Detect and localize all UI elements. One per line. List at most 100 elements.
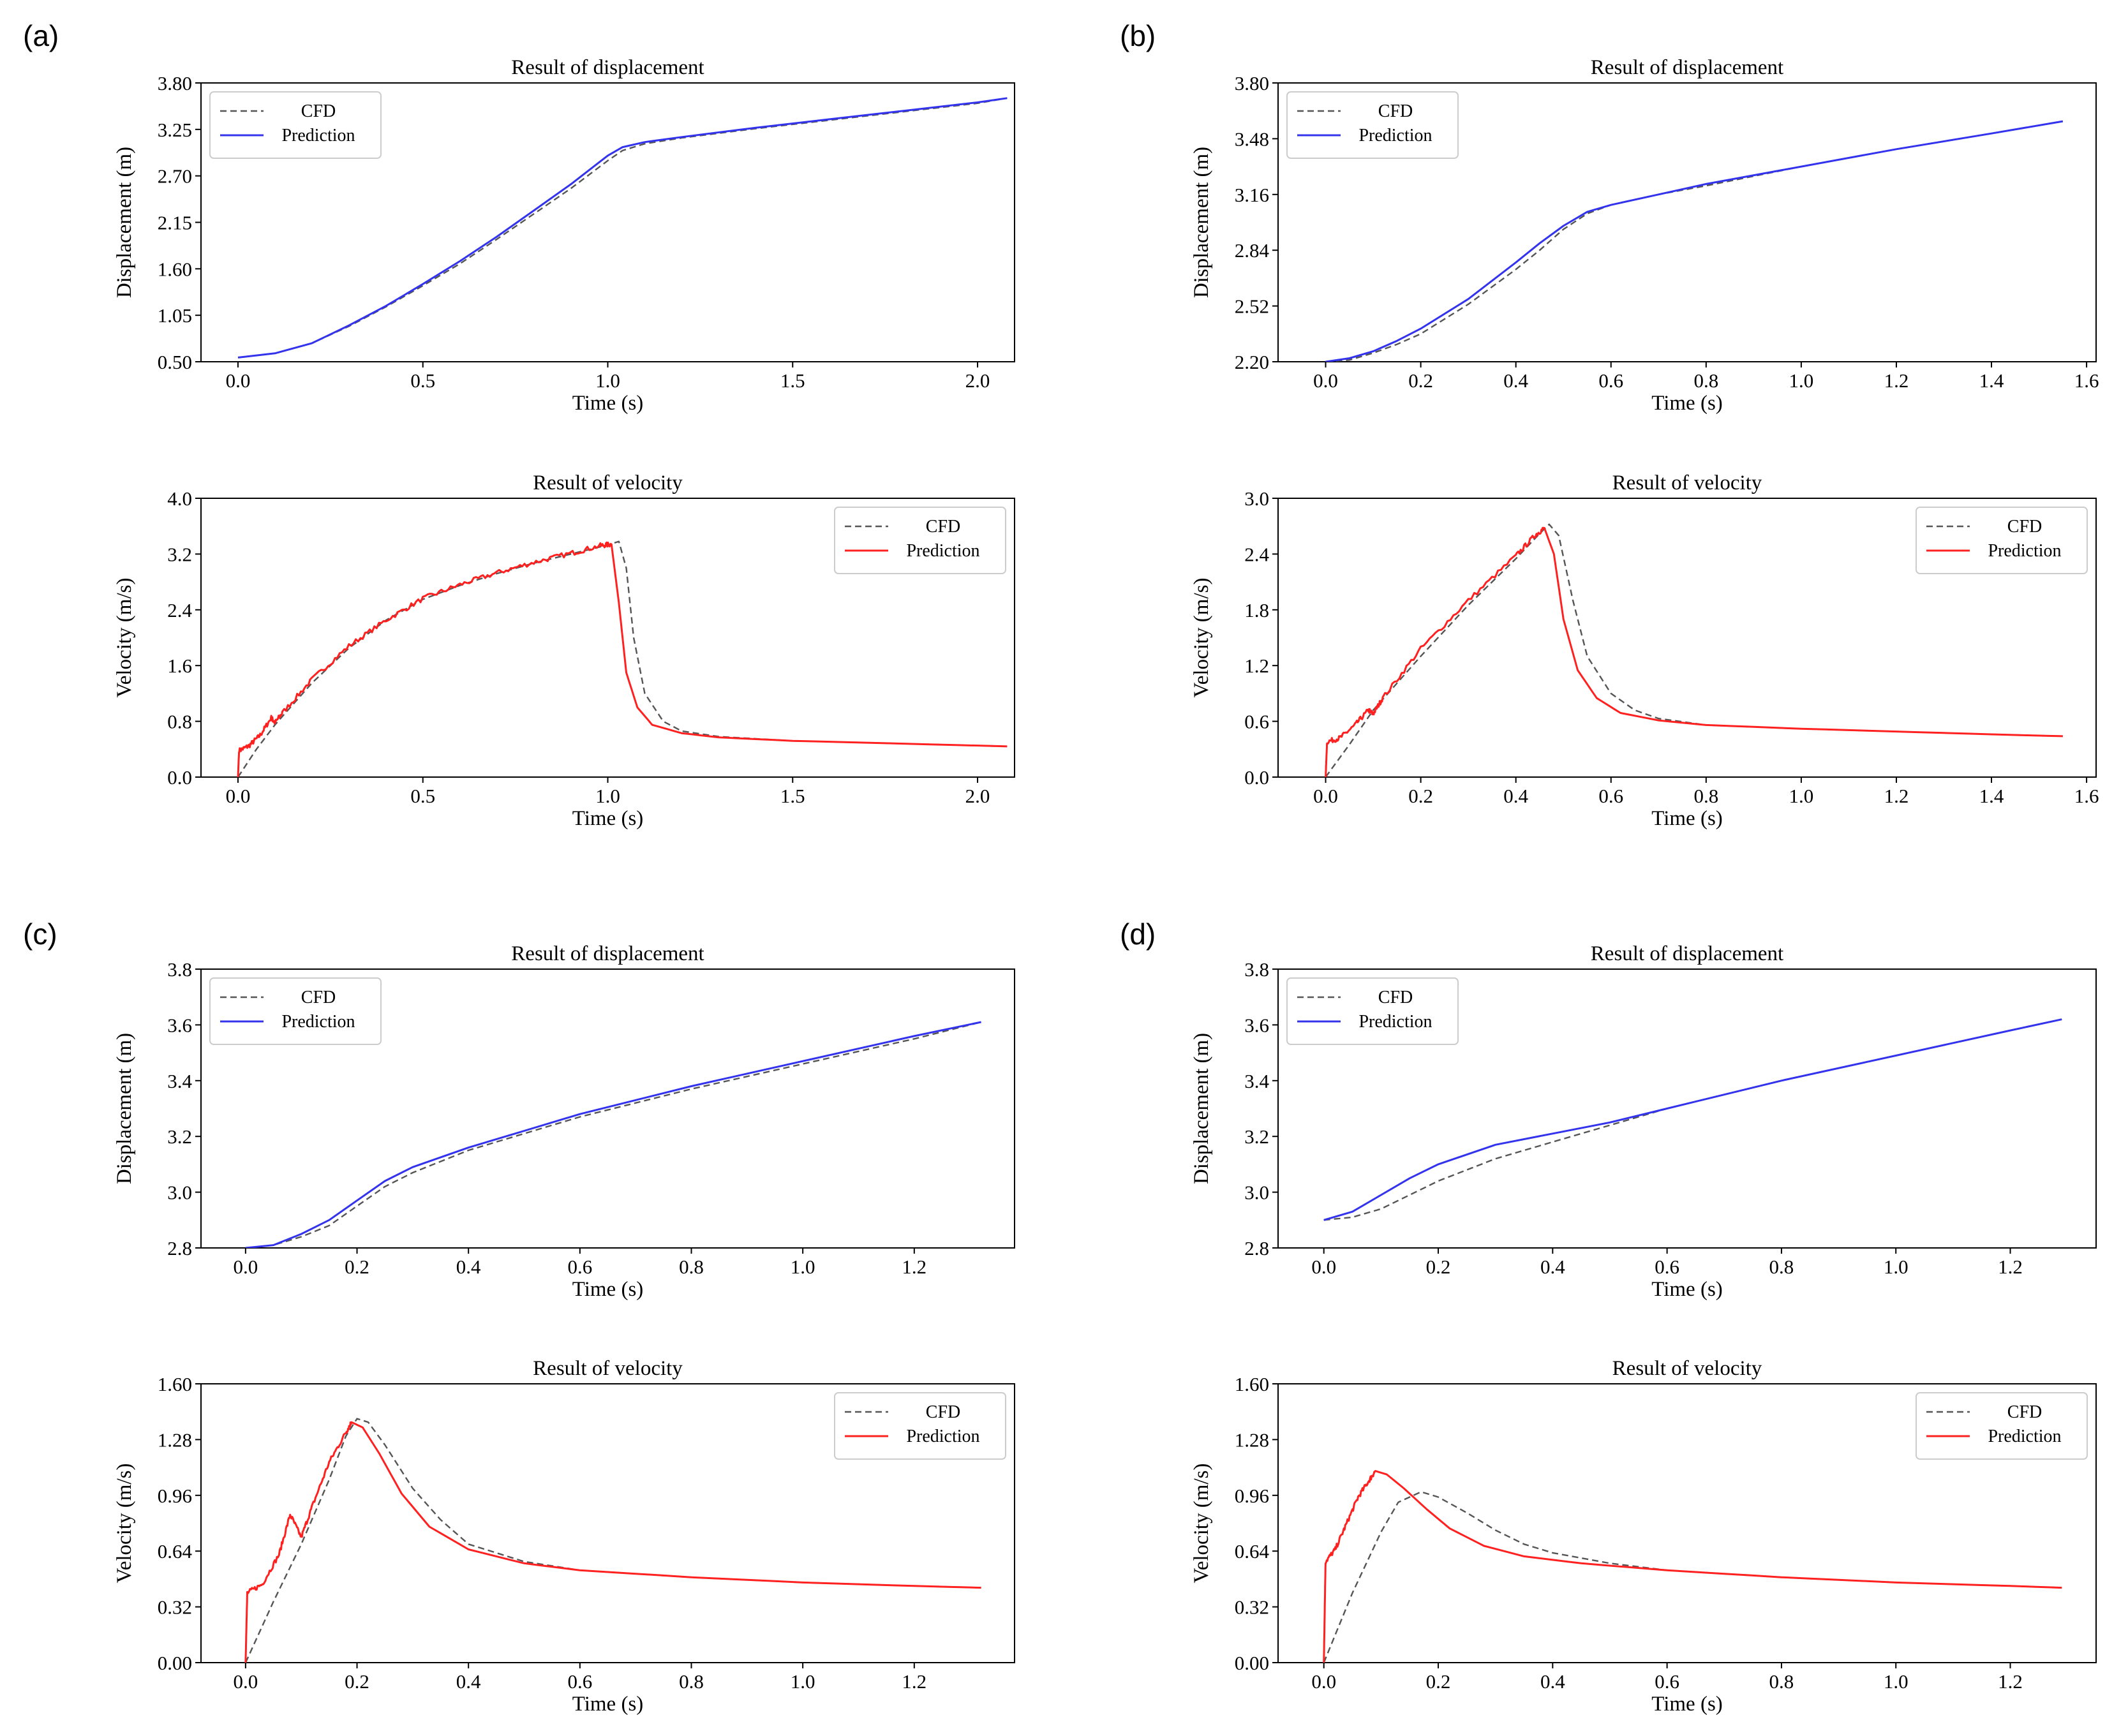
y-tick-label: 2.20 (1235, 351, 1269, 373)
chart-velocity-3: Result of velocity 0.0 0.2 0.4 0.6 0.8 1.0 1.2 0… (1190, 1357, 2097, 1716)
legend-label-cfd: CFD (301, 988, 336, 1007)
y-tick-label: 3.6 (167, 1014, 192, 1036)
x-tick-label: 2.0 (965, 785, 990, 807)
legend: CFD Prediction (209, 977, 382, 1045)
legend-box (834, 1392, 1006, 1460)
chart-title: Result of velocity (1612, 1357, 1762, 1380)
chart-displacement-0: Result of displacement 0.0 0.5 1.0 1.5 2.0 0.5… (113, 56, 1015, 415)
y-tick-label: 0.0 (167, 766, 192, 789)
y-axis-label: Displacement (m) (1190, 1033, 1213, 1184)
x-tick-label: 1.0 (791, 1256, 815, 1278)
x-tick-label: 1.2 (1998, 1256, 2023, 1278)
x-tick-label: 1.2 (902, 1670, 926, 1693)
x-tick-label: 1.2 (1884, 369, 1909, 392)
chart-title: Result of displacement (1591, 942, 1783, 965)
series-line-prediction (237, 97, 1008, 359)
series-line-prediction (237, 541, 1008, 777)
y-tick-label: 2.52 (1235, 295, 1269, 318)
y-tick-label: 2.84 (1235, 239, 1270, 262)
legend-label-cfd: CFD (301, 101, 336, 121)
x-tick-label: 0.6 (567, 1670, 592, 1693)
chart-velocity-2: Result of velocity 0.0 0.2 0.4 0.6 0.8 1.0 1.2 0… (113, 1357, 1015, 1716)
x-tick-label: 0.8 (1693, 369, 1718, 392)
series-line-cfd (237, 540, 1008, 777)
legend-box (834, 507, 1006, 574)
y-tick-label: 2.8 (167, 1237, 192, 1259)
chart-title: Result of velocity (1612, 471, 1762, 494)
x-tick-label: 0.5 (410, 785, 435, 807)
y-tick-label: 0.64 (1235, 1540, 1270, 1562)
y-tick-label: 1.05 (158, 304, 192, 327)
y-tick-label: 0.32 (1235, 1596, 1269, 1619)
x-tick-label: 0.0 (233, 1256, 258, 1278)
legend: CFD Prediction (834, 507, 1006, 574)
y-tick-label: 3.0 (1244, 487, 1269, 510)
y-tick-label: 3.6 (1244, 1014, 1269, 1036)
y-tick-label: 1.2 (1244, 655, 1269, 677)
y-axis-label: Displacement (m) (113, 147, 136, 298)
x-tick-label: 1.0 (1884, 1670, 1909, 1693)
y-tick-label: 0.96 (1235, 1485, 1269, 1507)
x-tick-label: 0.0 (1311, 1670, 1336, 1693)
legend-label-cfd: CFD (1378, 988, 1413, 1007)
plot-frame (200, 1383, 1015, 1663)
x-tick-label: 0.0 (1313, 369, 1338, 392)
x-tick-label: 1.4 (1979, 369, 2004, 392)
x-axis-label: Time (s) (572, 1693, 644, 1716)
x-tick-label: 1.5 (780, 785, 805, 807)
series-line-prediction (244, 1421, 981, 1663)
panel-label: (a) (23, 19, 59, 52)
y-axis-label: Displacement (m) (113, 1033, 136, 1184)
series-line-cfd (245, 1021, 981, 1248)
y-tick-label: 3.8 (167, 958, 192, 981)
x-tick-label: 2.0 (965, 369, 990, 392)
x-tick-label: 1.6 (2074, 369, 2099, 392)
series-line-cfd (1323, 1491, 2062, 1663)
legend-label-cfd: CFD (926, 517, 960, 537)
y-tick-label: 0.00 (1235, 1652, 1269, 1674)
x-tick-label: 0.5 (410, 369, 435, 392)
y-tick-label: 3.0 (167, 1182, 192, 1204)
legend: CFD Prediction (834, 1392, 1006, 1460)
y-tick-label: 0.32 (158, 1596, 192, 1619)
legend: CFD Prediction (209, 91, 382, 159)
x-tick-label: 0.8 (1769, 1256, 1794, 1278)
y-axis-label: Velocity (m/s) (113, 578, 136, 698)
y-tick-label: 2.70 (158, 165, 192, 188)
y-tick-label: 3.48 (1235, 128, 1269, 150)
chart-displacement-1: Result of displacement 0.0 0.2 0.4 0.6 0.8 1.0… (1190, 56, 2099, 415)
y-tick-label: 3.4 (167, 1070, 192, 1092)
chart-title: Result of displacement (1591, 56, 1783, 79)
x-tick-label: 0.6 (567, 1256, 592, 1278)
x-axis-label: Time (s) (1651, 1278, 1723, 1301)
y-tick-label: 0.6 (1244, 711, 1269, 733)
x-tick-label: 0.0 (226, 785, 251, 807)
x-tick-label: 0.4 (1540, 1256, 1565, 1278)
y-tick-label: 0.96 (158, 1485, 192, 1507)
x-axis-label: Time (s) (572, 392, 644, 415)
legend-label-cfd: CFD (2007, 517, 2042, 537)
x-tick-label: 1.4 (1979, 785, 2004, 807)
x-tick-label: 0.8 (1693, 785, 1718, 807)
y-tick-label: 2.4 (167, 599, 192, 621)
chart-velocity-1: Result of velocity 0.0 0.2 0.4 0.6 0.8 1.0 1.2 1… (1190, 471, 2099, 830)
y-tick-label: 1.60 (158, 1373, 192, 1395)
panel-label: (d) (1120, 917, 1156, 951)
y-tick-label: 0.00 (158, 1652, 192, 1674)
y-tick-label: 3.8 (1244, 958, 1269, 981)
y-tick-label: 3.16 (1235, 184, 1269, 206)
legend-box (1916, 1392, 2088, 1460)
chart-title: Result of displacement (511, 942, 704, 965)
legend-label-prediction: Prediction (906, 1427, 979, 1446)
x-tick-label: 0.2 (1426, 1670, 1451, 1693)
y-tick-label: 1.6 (167, 655, 192, 677)
x-tick-label: 0.6 (1598, 369, 1623, 392)
legend-label-prediction: Prediction (1358, 1012, 1432, 1032)
x-tick-label: 1.2 (1884, 785, 1909, 807)
x-axis-label: Time (s) (1651, 392, 1723, 415)
x-tick-label: 0.4 (1503, 785, 1528, 807)
x-tick-label: 0.2 (1426, 1256, 1451, 1278)
plot-frame (1277, 1383, 2097, 1663)
chart-title: Result of velocity (533, 1357, 683, 1380)
y-tick-label: 3.25 (158, 119, 192, 141)
